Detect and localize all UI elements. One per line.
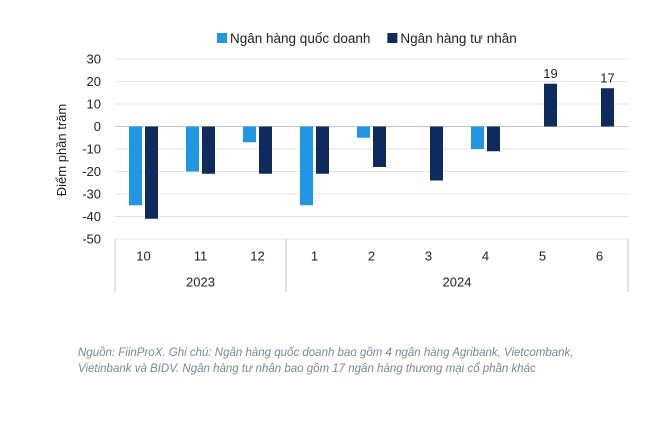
x-tick-label: 6 xyxy=(596,249,603,264)
bar-state-2 xyxy=(357,126,370,138)
bar-state-12 xyxy=(243,126,256,143)
y-tick-label: -20 xyxy=(82,164,101,179)
data-label: 19 xyxy=(543,66,557,81)
data-labels: 19 17 xyxy=(543,66,614,86)
source-note: Nguồn: FiinProX. Ghi chú: Ngân hàng quốc… xyxy=(78,347,574,375)
bar-private-2 xyxy=(373,126,386,167)
bar-private-10 xyxy=(145,126,158,219)
x-tick-label: 2 xyxy=(368,249,375,264)
data-label: 17 xyxy=(600,70,614,85)
bars xyxy=(129,83,614,219)
bar-chart: Ngân hàng quốc doanh Ngân hàng tư nhân Đi… xyxy=(54,31,629,292)
y-tick-label: -40 xyxy=(82,209,101,224)
bar-private-6 xyxy=(601,88,614,127)
y-tick-label: 10 xyxy=(87,97,101,112)
bar-private-4 xyxy=(487,126,500,152)
gridlines xyxy=(115,58,628,240)
bar-private-3 xyxy=(430,126,443,181)
legend-swatch-state xyxy=(217,33,227,43)
y-tick-label: 20 xyxy=(87,74,101,89)
x-tick-label: 1 xyxy=(311,249,318,264)
x-tick-label: 3 xyxy=(425,249,432,264)
bar-private-5 xyxy=(544,83,557,127)
x-tick-label: 11 xyxy=(194,249,208,264)
y-tick-label: 30 xyxy=(87,52,101,67)
bar-state-10 xyxy=(129,126,142,206)
y-axis-ticks: 30 20 10 0 -10 -20 -30 -40 -50 xyxy=(82,52,101,247)
x-tick-label: 5 xyxy=(539,249,546,264)
legend-swatch-private xyxy=(387,33,398,43)
bar-private-1 xyxy=(316,126,329,174)
bar-private-12 xyxy=(259,126,272,174)
y-tick-label: -50 xyxy=(82,232,101,247)
bar-state-1 xyxy=(300,126,313,206)
bar-state-4 xyxy=(471,126,484,149)
x-tick-label: 10 xyxy=(136,249,150,264)
y-tick-label: -30 xyxy=(82,187,101,202)
bar-state-11 xyxy=(186,126,199,172)
chart-legend: Ngân hàng quốc doanh Ngân hàng tư nhân xyxy=(217,31,517,46)
bar-private-11 xyxy=(202,126,215,174)
legend-label-state: Ngân hàng quốc doanh xyxy=(230,31,370,46)
y-axis-label: Điểm phần trăm xyxy=(54,104,69,196)
legend-label-private: Ngân hàng tư nhân xyxy=(400,31,516,46)
x-group-label: 2024 xyxy=(443,275,472,290)
y-tick-label: -10 xyxy=(82,142,101,157)
x-group-label: 2023 xyxy=(186,275,215,290)
x-tick-label: 4 xyxy=(482,249,489,264)
x-tick-label: 12 xyxy=(250,249,264,264)
y-tick-label: 0 xyxy=(94,119,101,134)
